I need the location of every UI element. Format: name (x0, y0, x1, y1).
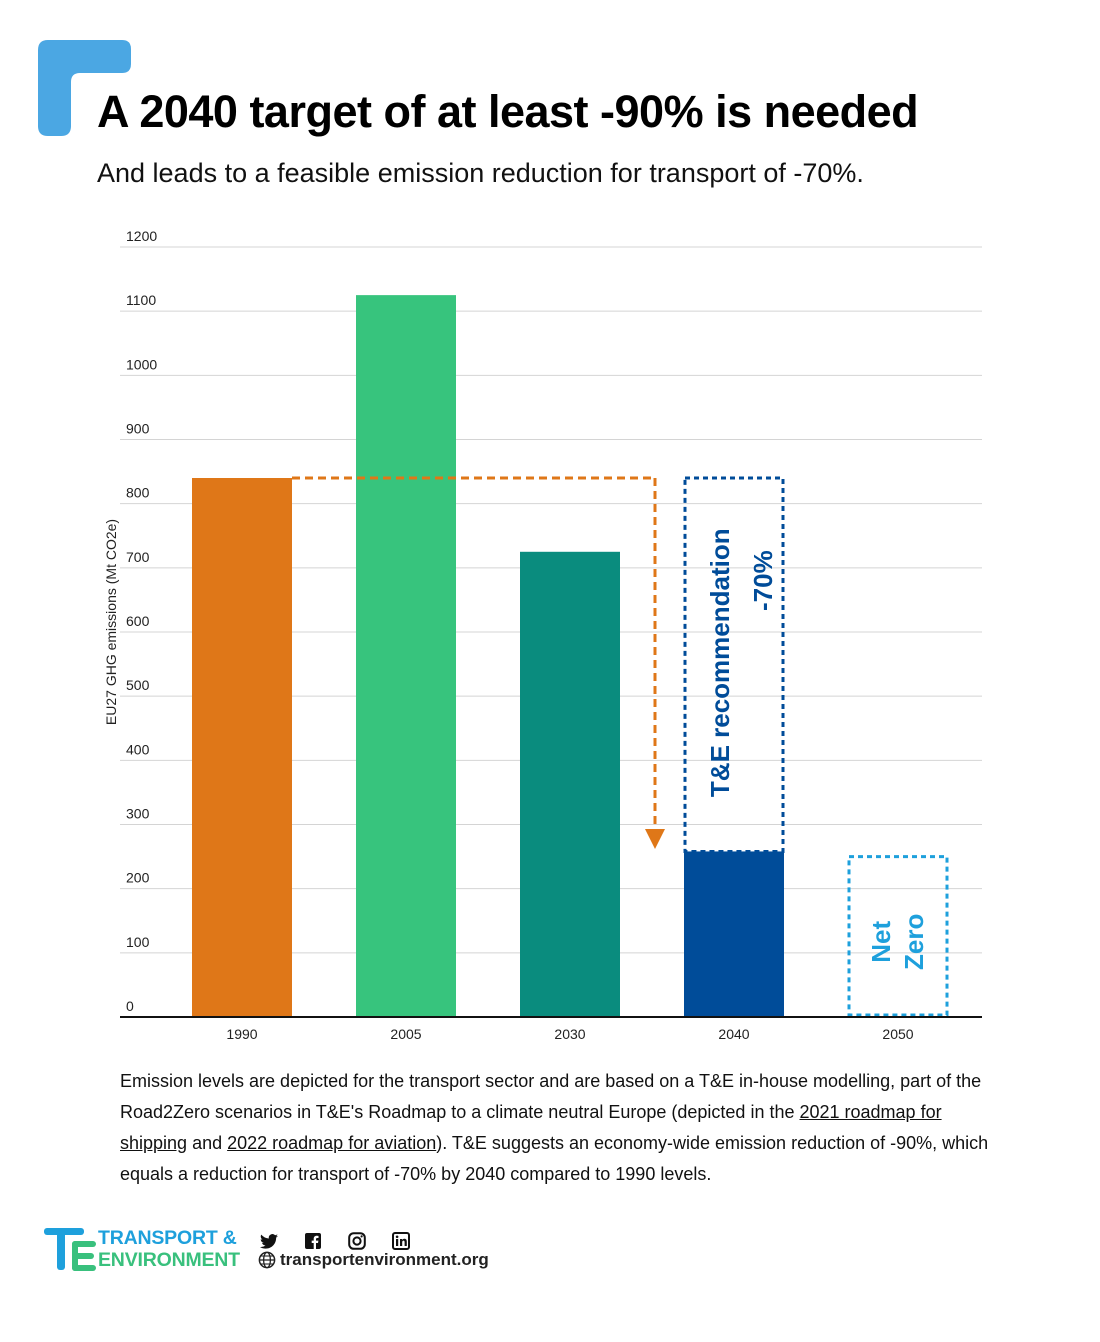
footnote-text-3: ). T&E suggests an economy-wide emission… (120, 1133, 989, 1184)
brand-line-1: TRANSPORT & (98, 1227, 237, 1249)
x-tick-label: 2050 (882, 1026, 913, 1042)
y-tick-label: 800 (126, 485, 150, 501)
y-tick-label: 1200 (126, 228, 157, 244)
link-shipping-roadmap[interactable]: 2021 roadmap for shipping (120, 1102, 942, 1153)
emissions-bar-chart: 0 100 200 300 400 500 600 700 800 900 1000 1100 1200… (103, 228, 982, 1042)
x-tick-label: 2005 (390, 1026, 421, 1042)
x-tick-label: 2040 (718, 1026, 749, 1042)
y-tick-label: 200 (126, 870, 150, 886)
brand-name: TRANSPORT & ENVIRONMENT (98, 1227, 240, 1271)
page-subtitle: And leads to a feasible emission reducti… (97, 158, 864, 188)
x-tick-label: 1990 (226, 1026, 257, 1042)
y-tick-label: 900 (126, 421, 150, 437)
link-aviation-roadmap[interactable]: 2022 roadmap for aviation (227, 1133, 437, 1153)
net-zero-box (847, 855, 949, 1017)
bar-2030 (520, 551, 620, 1017)
recommendation-box (683, 476, 785, 853)
y-tick-label: 300 (126, 806, 150, 822)
y-axis-ticks: 0 100 200 300 400 500 600 700 800 900 1000 1100 1200 (126, 228, 157, 1014)
recommendation-percent: -70% (748, 550, 778, 611)
twitter-icon[interactable] (258, 1230, 280, 1252)
y-tick-label: 700 (126, 549, 150, 565)
net-zero-label-1: Net (866, 921, 896, 963)
instagram-icon[interactable] (346, 1230, 368, 1252)
net-zero-label-2: Zero (899, 914, 929, 970)
recommendation-label: T&E recommendation (705, 528, 735, 797)
y-tick-label: 0 (126, 998, 134, 1014)
y-tick-label: 1100 (126, 292, 156, 308)
y-tick-label: 1000 (126, 356, 157, 372)
y-tick-label: 100 (126, 934, 150, 950)
x-tick-label: 2030 (554, 1026, 585, 1042)
website-url: transportenvironment.org (280, 1250, 489, 1269)
corner-brand-mark (38, 40, 131, 136)
page-title: A 2040 target of at least -90% is needed (97, 86, 919, 137)
bar-1990 (192, 478, 292, 1017)
website-link[interactable]: transportenvironment.org (258, 1250, 489, 1270)
x-axis-ticks: 1990 2005 2030 2040 2050 (226, 1026, 913, 1042)
linkedin-icon[interactable] (390, 1230, 412, 1252)
y-tick-label: 600 (126, 613, 150, 629)
y-axis-label: EU27 GHG emissions (Mt CO2e) (103, 519, 119, 725)
footnote: Emission levels are depicted for the tra… (120, 1066, 990, 1190)
te-logo-icon (44, 1228, 96, 1271)
footnote-text-2: and (187, 1133, 228, 1153)
facebook-icon[interactable] (302, 1230, 324, 1252)
y-tick-label: 500 (126, 677, 150, 693)
reduction-arrow-head (645, 828, 665, 849)
globe-icon (258, 1251, 276, 1269)
annotations: T&E recommendation -70% Net Zero (292, 476, 949, 1017)
brand-line-2: ENVIRONMENT (98, 1249, 240, 1271)
y-tick-label: 400 (126, 741, 150, 757)
bars (192, 295, 784, 1017)
footnote-text-1: Emission levels are depicted for the tra… (120, 1071, 982, 1122)
social-links (258, 1230, 434, 1252)
bar-2040 (684, 851, 784, 1017)
bar-2005 (356, 295, 456, 1017)
